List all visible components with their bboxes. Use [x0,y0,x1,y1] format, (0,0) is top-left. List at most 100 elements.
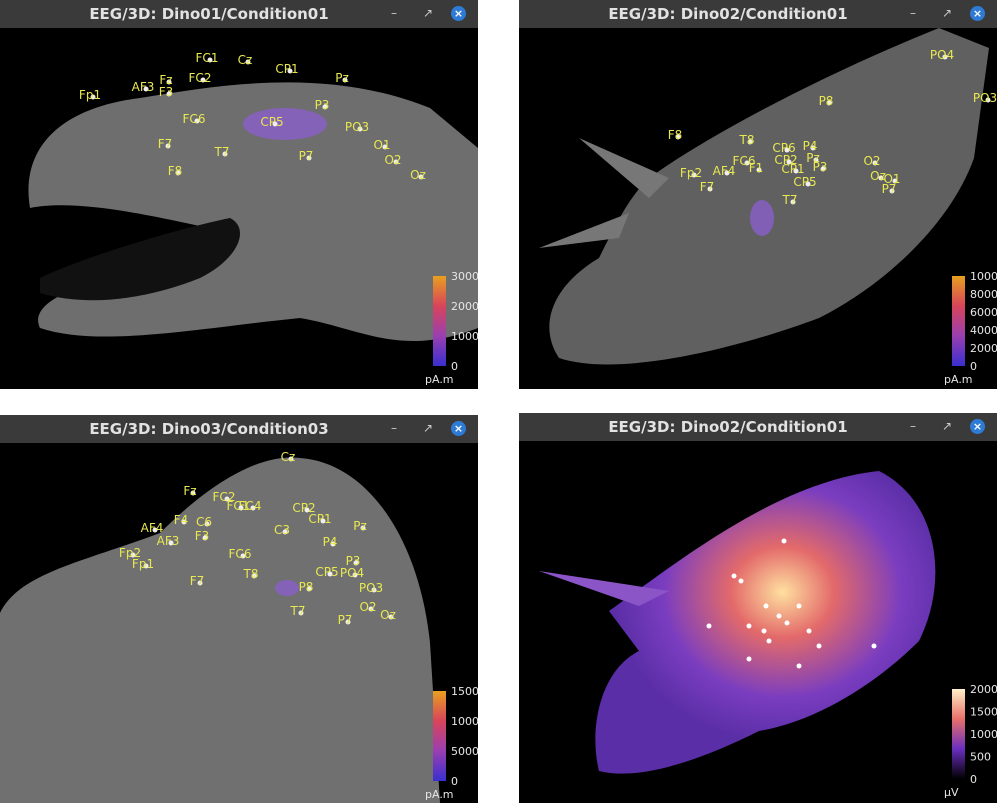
electrode [194,118,200,124]
electrode [816,643,822,649]
electrode [200,77,206,83]
electrode [878,175,884,181]
electrode [224,496,230,502]
electrode [985,97,991,103]
electrode-label: O2 [863,154,880,168]
dino-horns [539,138,669,248]
restore-button[interactable]: ↗ [423,6,434,20]
electrode [675,134,681,140]
electrode [418,174,424,180]
electrode [763,603,769,609]
restore-button[interactable]: ↗ [942,6,953,20]
electrode [353,560,359,566]
electrode [240,553,246,559]
electrode [793,168,799,174]
electrode-label: FC6 [733,154,756,168]
electrode [152,527,158,533]
electrode [143,563,149,569]
electrode-label: CP2 [774,153,797,167]
electrode-label: AF4 [141,521,164,535]
colorbar [433,691,446,781]
electrode [90,94,96,100]
electrode [810,145,816,151]
colorbar-tick-label: 1500 [970,706,997,719]
electrode-label: FC2 [213,490,236,504]
dino-head [0,457,440,803]
close-button[interactable]: × [970,419,985,434]
electrode [251,573,257,579]
electrode-label: O2 [384,153,401,167]
electrode [813,157,819,163]
electrode-label: F7 [158,137,173,151]
electrode [327,571,333,577]
electrode-label: F3 [159,85,174,99]
electrode [288,456,294,462]
electrode [168,540,174,546]
electrode [747,139,753,145]
electrode [889,188,895,194]
source-blob [275,580,299,596]
electrode-label: CP1 [781,162,804,176]
electrode-label: T7 [290,604,306,618]
colorbar [952,276,965,366]
electrode-label: CP5 [260,115,283,129]
electrode-label: FC4 [239,499,262,513]
minimize-button[interactable]: – [391,421,397,435]
viewport: 2000 1500 1000 500 0 µV [539,471,997,799]
electrode-label: AF4 [713,164,736,178]
dino-frill [549,28,989,365]
electrode [756,167,762,173]
colorbar-tick-label: 2000 [970,683,997,696]
electrode-label: P4 [803,139,818,153]
electrode-label: F1 [749,161,764,175]
electrode-label: CP5 [793,175,816,189]
close-button[interactable]: × [451,6,466,21]
electrode-label: Fp1 [132,557,154,571]
electrode [766,638,772,644]
electrode [738,578,744,584]
electrode [393,159,399,165]
electrode-label: Cz [281,450,296,464]
electrode-label: Oz [410,168,426,182]
electrode [790,199,796,205]
electrode [166,91,172,97]
electrode [245,59,251,65]
title-bar: EEG/3D: Dino01/Condition01 – ↗ × [0,0,478,28]
colorbar-tick-label: 1000 [970,728,997,741]
electrode-label: T7 [782,193,798,207]
electrode [746,623,752,629]
colorbar-unit: pA.m [425,788,454,801]
window-title: EEG/3D: Dino02/Condition01 [608,418,848,436]
electrode-label: Oz [870,169,886,183]
close-button[interactable]: × [451,421,466,436]
window: EEG/3D: Dino02/Condition01 – ↗ × PO4 PO3 P8 F… [519,0,997,389]
minimize-button[interactable]: – [391,6,397,20]
electrode-label: C3 [274,523,290,537]
electrode [306,586,312,592]
electrode-label: AF3 [157,534,180,548]
electrode [892,178,898,184]
electrode-label: Pz [353,519,367,533]
colorbar [433,276,446,366]
electrode-label: CP5 [315,565,338,579]
electrode-label: P7 [882,182,897,196]
electrode [388,614,394,620]
minimize-button[interactable]: – [910,419,916,433]
dino-mouth [40,218,240,301]
electrode [826,100,832,106]
restore-button[interactable]: ↗ [942,419,953,433]
colorbar-tick-label: 4000 [970,324,997,337]
colorbar-unit: µV [944,786,959,799]
electrode [776,613,782,619]
electrode [166,79,172,85]
electrode [942,54,948,60]
restore-button[interactable]: ↗ [423,421,434,435]
close-button[interactable]: × [970,6,985,21]
colorbar-tick-label: 5000 [451,745,478,758]
colorbar-tick-label: 8000 [970,288,997,301]
minimize-button[interactable]: – [910,6,916,20]
electrode [731,573,737,579]
electrode [322,104,328,110]
